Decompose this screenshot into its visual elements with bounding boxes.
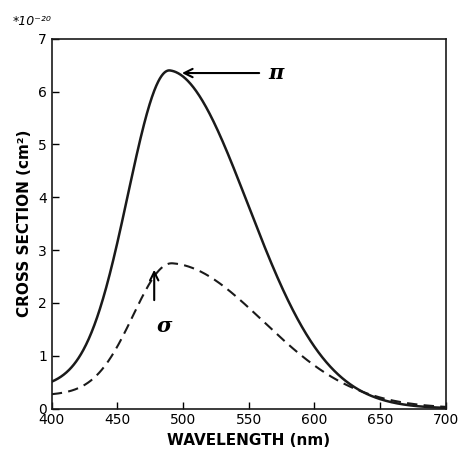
Text: σ: σ	[157, 316, 172, 336]
Y-axis label: CROSS SECTION (cm²): CROSS SECTION (cm²)	[18, 130, 32, 317]
Text: *10⁻²⁰: *10⁻²⁰	[12, 15, 51, 28]
X-axis label: WAVELENGTH (nm): WAVELENGTH (nm)	[167, 433, 330, 448]
Text: π: π	[268, 63, 284, 83]
